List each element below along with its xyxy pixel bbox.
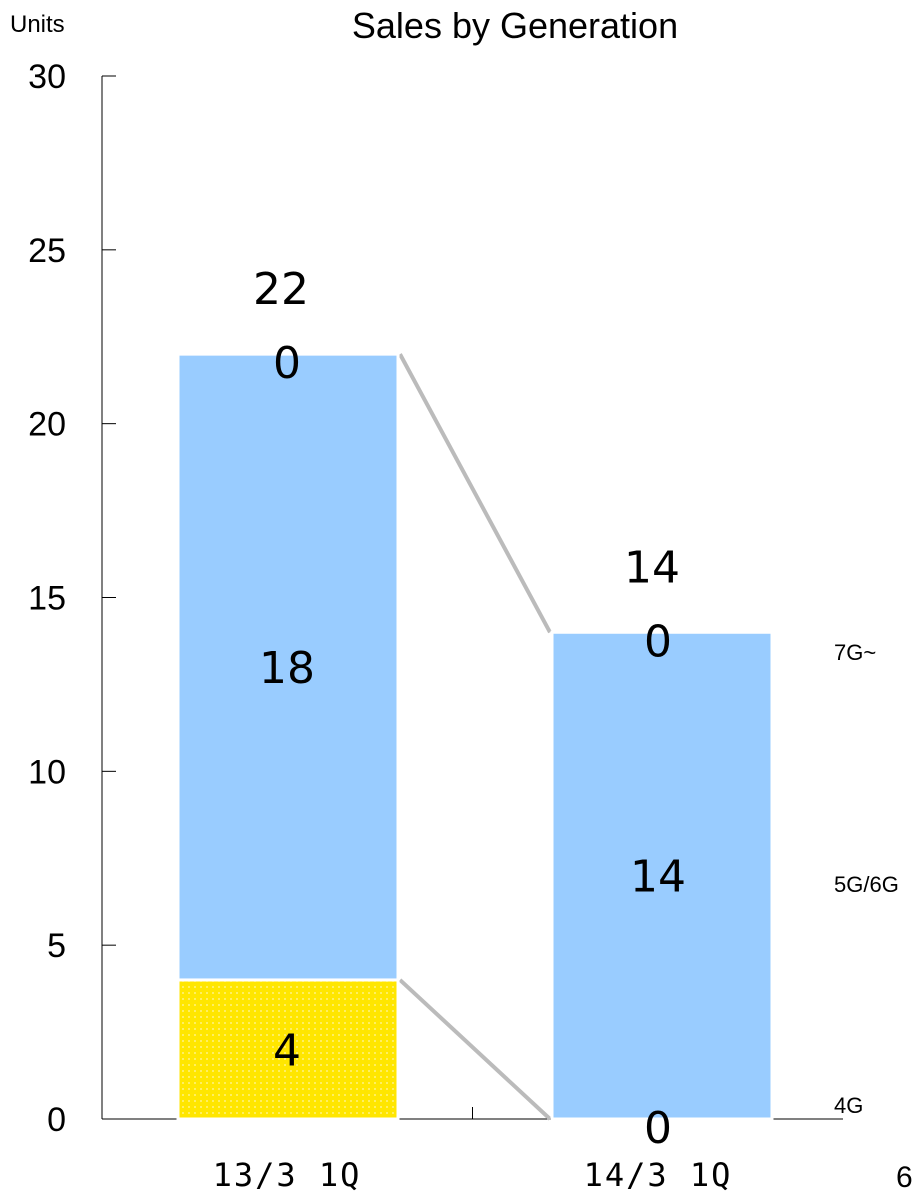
- y-tick-label: 10: [28, 753, 66, 791]
- x-tick-label: 14/3 1Q: [584, 1156, 733, 1194]
- y-tick-label: 0: [47, 1101, 66, 1139]
- axes: 0 5 10 15 20 25 30 13/3 1Q 14/3 1Q: [28, 58, 843, 1194]
- data-label: 0: [644, 1103, 672, 1154]
- data-label: 0: [644, 616, 672, 667]
- y-tick-label: 15: [28, 580, 66, 618]
- data-label: 0: [273, 338, 301, 389]
- y-tick-label: 20: [28, 406, 66, 444]
- connector-line-top: [398, 353, 552, 634]
- y-tick-label: 30: [28, 58, 66, 96]
- bars: [176, 352, 774, 1121]
- total-label: 14: [624, 542, 680, 593]
- data-label: 4: [273, 1025, 301, 1076]
- x-tick-label: 13/3 1Q: [213, 1156, 362, 1194]
- bar-segment-5g-6g: [550, 630, 774, 1121]
- total-label: 22: [253, 264, 309, 315]
- series-label: 5G/6G: [834, 872, 899, 897]
- data-label: 18: [259, 643, 315, 694]
- chart-title: Sales by Generation: [352, 5, 678, 46]
- data-label: 14: [630, 852, 686, 903]
- series-label: 7G~: [834, 640, 876, 665]
- bar-segment-5g-6g: [176, 352, 400, 982]
- connector-lines: [398, 353, 552, 1121]
- y-axis-unit-label: Units: [10, 11, 65, 38]
- connector-line-bottom: [398, 978, 552, 1121]
- page-number: 6: [896, 1161, 913, 1194]
- series-labels: 4G 5G/6G 7G~: [834, 640, 899, 1118]
- y-tick-label: 5: [47, 927, 66, 965]
- y-tick-label: 25: [28, 232, 66, 270]
- data-labels: 4 18 0 22 0 14 0 14: [253, 264, 686, 1154]
- series-label: 4G: [834, 1093, 863, 1118]
- bar-segment-4g: [176, 978, 400, 1121]
